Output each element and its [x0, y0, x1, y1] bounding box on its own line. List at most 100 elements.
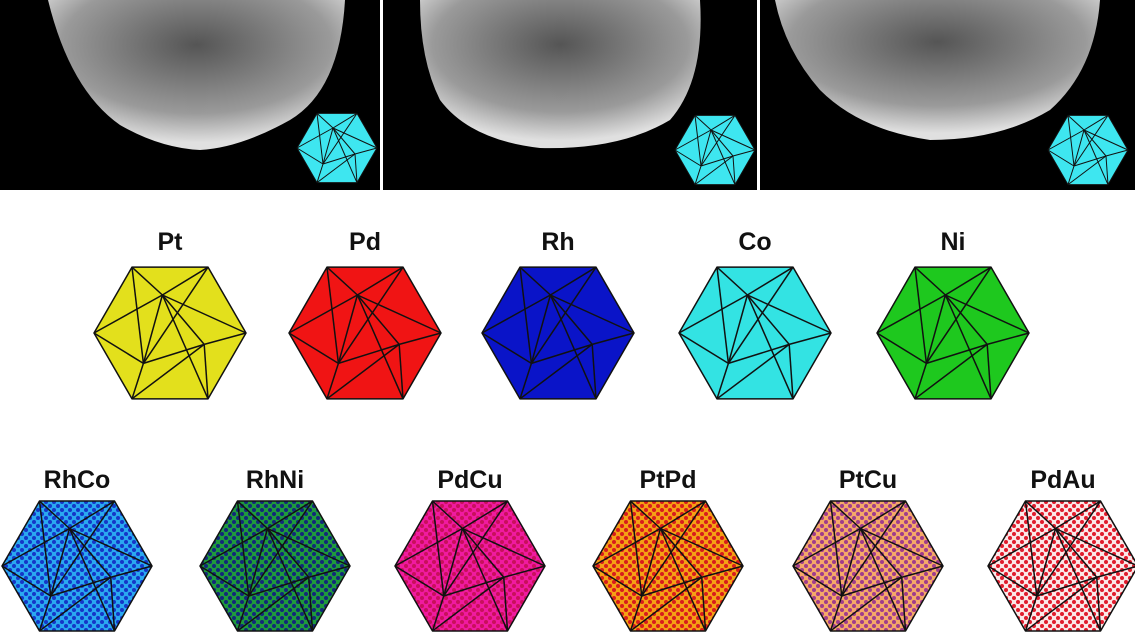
- edge: [162, 266, 209, 296]
- edge: [860, 527, 944, 567]
- edge: [727, 294, 749, 364]
- edge: [431, 500, 445, 597]
- edge: [326, 267, 340, 364]
- edge: [629, 595, 643, 632]
- edge: [50, 500, 116, 597]
- edge: [50, 576, 111, 597]
- edge: [1073, 155, 1107, 167]
- edge: [1067, 114, 1085, 131]
- edge: [162, 294, 247, 334]
- edge: [93, 294, 163, 334]
- edge: [248, 500, 314, 597]
- edge: [694, 155, 734, 186]
- edge: [68, 528, 116, 632]
- edge: [267, 500, 313, 530]
- edge: [93, 332, 144, 365]
- element-label: Rh: [541, 228, 574, 256]
- icosahedron: [678, 266, 832, 400]
- edge: [1096, 577, 1102, 632]
- edge: [901, 565, 944, 578]
- icosahedron: [93, 266, 247, 400]
- edge: [945, 266, 992, 296]
- edge: [398, 344, 404, 399]
- edge: [876, 294, 946, 334]
- edge: [266, 528, 314, 632]
- edge: [266, 528, 310, 578]
- edge: [296, 127, 334, 149]
- edge: [462, 527, 546, 567]
- edge: [316, 112, 334, 129]
- edge: [710, 129, 734, 157]
- edge: [701, 577, 707, 632]
- edge: [1054, 528, 1098, 578]
- edge: [1073, 115, 1109, 167]
- edge: [519, 267, 533, 364]
- edge: [674, 129, 712, 151]
- edge: [659, 528, 703, 578]
- edge: [694, 115, 702, 167]
- edge: [732, 149, 756, 157]
- edge: [678, 332, 729, 365]
- edge: [131, 266, 163, 296]
- hexagon: [678, 266, 832, 400]
- alloy-label: RhCo: [44, 466, 111, 494]
- edge: [700, 129, 712, 167]
- edge: [1036, 528, 1057, 597]
- edge: [308, 565, 351, 578]
- icosahedron: [592, 500, 744, 632]
- edge: [236, 500, 269, 530]
- edge: [199, 527, 268, 567]
- edge: [68, 528, 112, 578]
- edge: [1067, 155, 1107, 186]
- edge: [322, 127, 334, 165]
- edge: [694, 165, 702, 185]
- edge: [1024, 500, 1057, 530]
- edge: [830, 576, 903, 632]
- edge: [1025, 576, 1098, 632]
- particle-image: [48, 0, 345, 150]
- edge: [332, 127, 356, 155]
- edge: [332, 127, 358, 183]
- edge: [549, 294, 593, 345]
- edge: [50, 528, 71, 597]
- edge: [357, 294, 442, 334]
- edge: [399, 332, 442, 346]
- edge: [131, 267, 145, 364]
- edge: [1054, 528, 1102, 632]
- edge: [747, 266, 794, 296]
- edge: [519, 266, 551, 296]
- icosahedron: [394, 500, 546, 632]
- edge: [987, 565, 1038, 597]
- edge: [1, 565, 52, 597]
- edge: [925, 266, 992, 364]
- edge: [131, 343, 205, 400]
- edge: [789, 332, 832, 346]
- edge: [39, 576, 112, 632]
- edge: [142, 294, 164, 364]
- edge: [1105, 155, 1109, 185]
- edge: [432, 576, 505, 632]
- edge: [710, 114, 736, 131]
- edge: [338, 343, 400, 365]
- edge: [986, 344, 992, 399]
- edge: [236, 500, 250, 597]
- edge: [788, 344, 794, 399]
- edge: [926, 343, 988, 365]
- edge: [337, 266, 404, 364]
- edge: [326, 343, 400, 400]
- edge: [443, 528, 464, 597]
- edge: [901, 577, 907, 632]
- alloy-label: RhNi: [246, 466, 304, 494]
- edge: [161, 294, 209, 400]
- edge: [199, 565, 250, 597]
- edge: [591, 344, 597, 399]
- edge: [203, 344, 209, 399]
- edge: [530, 294, 552, 364]
- edge: [1073, 129, 1085, 167]
- icosahedron: [296, 112, 378, 184]
- edge: [316, 163, 324, 183]
- icosahedron: [674, 114, 756, 186]
- edge: [1067, 165, 1075, 185]
- edge: [531, 343, 593, 365]
- edge: [710, 129, 736, 185]
